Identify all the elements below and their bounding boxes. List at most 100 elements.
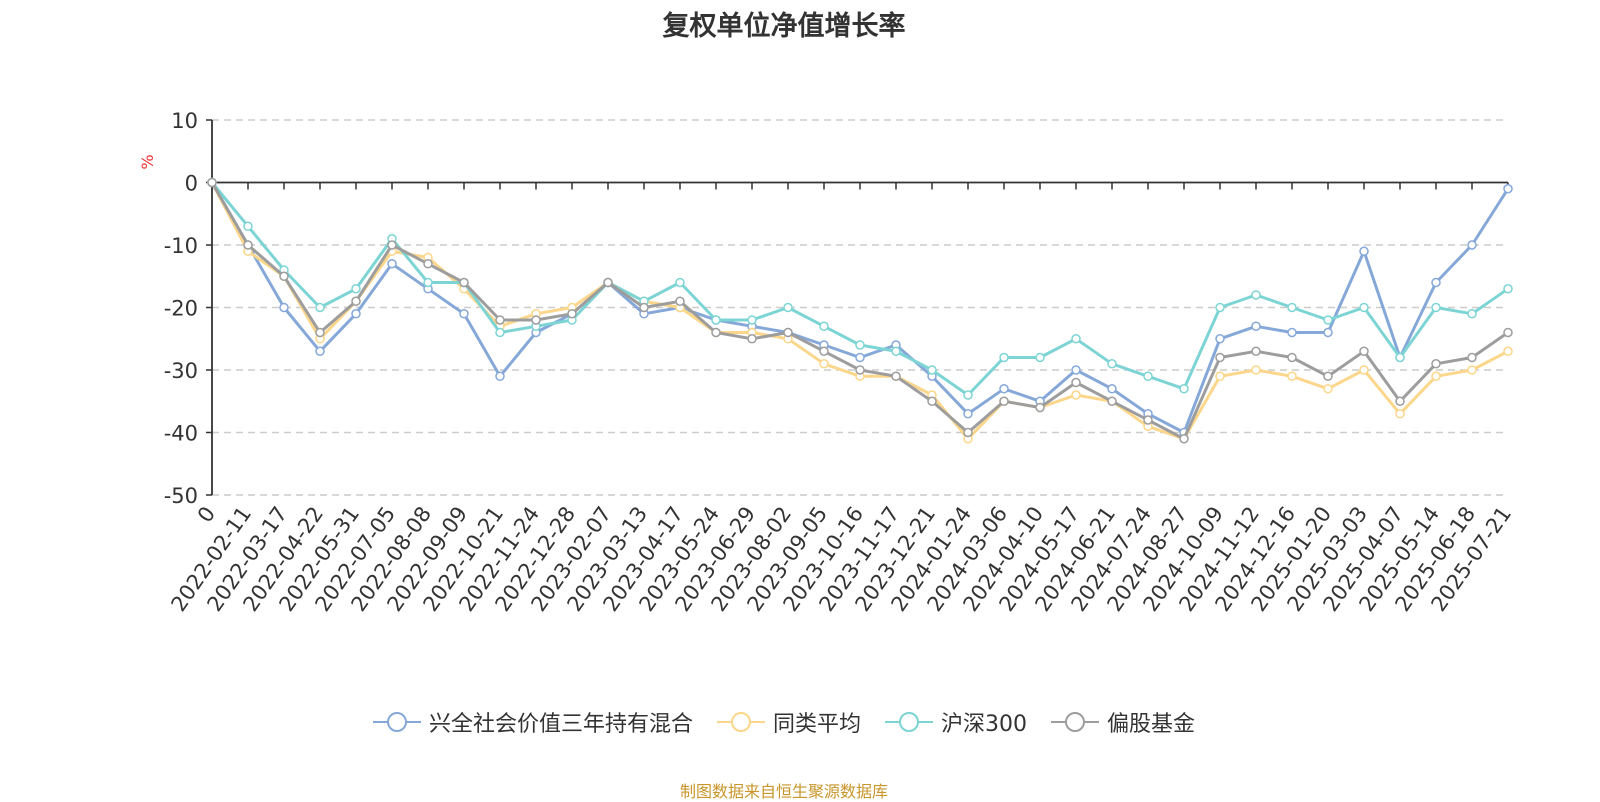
- chart-title: 复权单位净值增长率: [662, 11, 906, 42]
- data-point-1: [387, 259, 397, 269]
- data-point-3: [1179, 384, 1189, 394]
- data-point-4: [783, 327, 793, 338]
- data-point-3: [1215, 302, 1225, 313]
- data-point-3: [1323, 315, 1333, 325]
- data-point-3: [1143, 371, 1153, 381]
- data-point-1: [963, 409, 973, 419]
- data-point-2: [1467, 365, 1477, 375]
- data-point-4: [459, 277, 469, 288]
- chart-legend: 兴全社会价值三年持有混合 同类平均 沪深300 偏股基金: [0, 706, 1568, 738]
- data-point-1: [1323, 327, 1333, 338]
- legend-marker-3: [885, 712, 933, 732]
- data-point-3: [495, 327, 505, 338]
- data-point-4: [1071, 377, 1081, 388]
- data-point-3: [711, 315, 721, 325]
- data-point-2: [1215, 371, 1225, 381]
- data-point-4: [639, 302, 649, 313]
- data-point-4: [927, 396, 937, 406]
- data-point-3: [1467, 309, 1477, 319]
- legend-item-1[interactable]: 兴全社会价值三年持有混合: [372, 706, 693, 738]
- data-point-3: [1107, 359, 1117, 369]
- data-point-4: [891, 371, 901, 381]
- data-point-2: [1323, 384, 1333, 394]
- data-point-3: [747, 315, 757, 325]
- data-point-1: [855, 352, 865, 363]
- data-point-4: [747, 334, 757, 344]
- data-point-1: [1503, 184, 1513, 194]
- data-point-2: [1503, 346, 1513, 356]
- legend-label-1: 兴全社会价值三年持有混合: [428, 712, 693, 737]
- data-point-4: [387, 240, 397, 250]
- data-point-4: [1431, 359, 1441, 369]
- data-point-1: [1359, 246, 1369, 256]
- data-point-2: [1359, 365, 1369, 375]
- legend-label-2: 同类平均: [772, 712, 861, 737]
- data-point-4: [1503, 327, 1513, 338]
- data-point-3: [927, 365, 937, 375]
- data-point-3: [963, 390, 973, 400]
- legend-item-3[interactable]: 沪深300: [885, 706, 1027, 738]
- legend-marker-4: [1051, 712, 1099, 732]
- legend-marker-1: [372, 712, 421, 732]
- y-tick-label: -20: [164, 297, 198, 321]
- data-point-3: [1035, 352, 1045, 363]
- y-tick-label: -10: [164, 234, 198, 258]
- series-line-2: [210, 181, 1510, 441]
- data-source-note: 制图数据来自恒生聚源数据库: [679, 782, 888, 801]
- data-point-4: [1107, 396, 1117, 406]
- legend-label-3: 沪深300: [941, 712, 1027, 737]
- data-point-4: [1287, 352, 1297, 363]
- data-point-1: [315, 346, 325, 356]
- data-point-4: [1323, 371, 1333, 381]
- data-point-4: [567, 309, 577, 319]
- data-point-4: [1359, 346, 1369, 356]
- data-point-1: [495, 371, 505, 381]
- data-point-3: [675, 277, 685, 288]
- data-point-1: [1287, 327, 1297, 338]
- data-point-3: [1395, 352, 1405, 363]
- data-point-3: [315, 302, 325, 313]
- data-point-4: [315, 327, 325, 338]
- y-axis-label: %: [138, 154, 157, 169]
- data-point-4: [243, 240, 253, 250]
- data-point-3: [243, 221, 253, 231]
- data-point-4: [675, 296, 685, 306]
- data-point-3: [999, 352, 1009, 363]
- data-point-4: [531, 315, 541, 325]
- data-point-2: [1431, 371, 1441, 381]
- data-point-4: [1395, 396, 1405, 406]
- data-point-3: [891, 346, 901, 356]
- data-point-4: [999, 396, 1009, 406]
- data-point-4: [1251, 346, 1261, 356]
- data-point-4: [207, 177, 217, 188]
- x-tick-label: 0: [193, 502, 220, 527]
- data-point-2: [1395, 409, 1405, 419]
- data-point-3: [423, 277, 433, 288]
- data-point-2: [1251, 365, 1261, 375]
- legend-item-2[interactable]: 同类平均: [716, 706, 861, 738]
- data-point-1: [1467, 240, 1477, 250]
- y-tick-label: -50: [164, 484, 198, 508]
- data-point-4: [1035, 402, 1045, 413]
- data-point-3: [1431, 302, 1441, 313]
- data-point-3: [1287, 302, 1297, 313]
- data-point-1: [279, 302, 289, 313]
- y-tick-label: 10: [171, 109, 198, 133]
- data-point-4: [603, 277, 613, 288]
- data-point-4: [279, 271, 289, 281]
- data-point-2: [819, 359, 829, 369]
- legend-item-4[interactable]: 偏股基金: [1051, 706, 1195, 738]
- data-point-1: [1107, 384, 1117, 394]
- data-point-3: [1071, 334, 1081, 344]
- data-point-3: [1251, 290, 1261, 300]
- y-tick-label: -30: [164, 359, 198, 383]
- data-point-2: [1071, 390, 1081, 400]
- data-point-1: [999, 384, 1009, 394]
- data-point-4: [819, 346, 829, 356]
- data-point-4: [495, 315, 505, 325]
- data-point-1: [1251, 321, 1261, 331]
- data-point-3: [351, 284, 361, 294]
- data-point-4: [1215, 352, 1225, 363]
- data-point-3: [1359, 302, 1369, 313]
- legend-marker-2: [716, 712, 765, 732]
